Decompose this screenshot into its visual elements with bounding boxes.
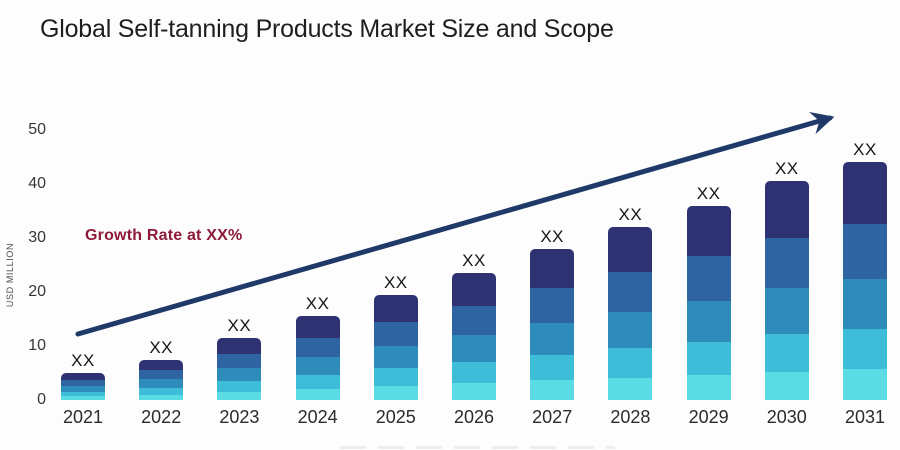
bar-2025-segment-3 (373, 346, 418, 369)
y-tick-50: 50 (28, 121, 46, 138)
bar-2031-segment-5 (843, 369, 887, 400)
bar-2028-segment-2 (608, 272, 653, 312)
bar-2021-segment-3 (61, 386, 105, 392)
bar-value-label-2028: XX (618, 205, 643, 225)
bar-2027-segment-5 (530, 380, 575, 400)
bar-2021-segment-2 (61, 380, 105, 387)
bar-2029-segment-4 (686, 341, 731, 375)
bar-2030-segment-2 (764, 238, 809, 289)
bar-2026-segment-2 (452, 306, 496, 336)
x-tick-2029: 2029 (688, 407, 729, 427)
bar-2023-segment-3 (217, 368, 262, 382)
y-tick-10: 10 (28, 337, 46, 354)
bar-value-label-2029: XX (696, 183, 721, 203)
x-tick-2024: 2024 (297, 407, 338, 427)
stacked-bar-2021 (61, 373, 105, 400)
bar-2026-segment-4 (452, 361, 496, 384)
bar-value-label-2031: XX (853, 140, 877, 160)
stacked-bar-2030 (764, 181, 809, 400)
bar-2031-segment-2 (843, 224, 887, 279)
stacked-bar-2028 (608, 227, 653, 400)
x-tick-2026: 2026 (453, 407, 495, 427)
bar-2023-segment-4 (217, 381, 262, 392)
y-tick-30: 30 (28, 229, 46, 246)
bar-2025-segment-4 (373, 368, 418, 387)
y-tick-20: 20 (28, 283, 46, 300)
bar-2029-segment-5 (686, 374, 731, 400)
x-tick-2023: 2023 (219, 407, 260, 427)
bar-2024-segment-2 (295, 338, 340, 358)
bar-2023-segment-1 (217, 337, 262, 355)
bar-2028-segment-3 (608, 311, 653, 349)
bar-value-label-2026: XX (462, 251, 486, 271)
y-tick-40: 40 (28, 175, 46, 192)
bar-2029-segment-2 (686, 256, 731, 301)
x-tick-2025: 2025 (375, 407, 416, 427)
bar-2027-segment-3 (530, 322, 575, 355)
bar-2024-segment-4 (295, 374, 340, 390)
bar-2027-segment-4 (530, 354, 575, 381)
bar-2028-segment-4 (608, 348, 653, 378)
bar-2021-segment-1 (61, 373, 105, 381)
bar-value-label-2021: XX (71, 351, 95, 370)
stacked-bar-2023 (217, 337, 262, 400)
bar-value-label-2027: XX (540, 226, 565, 246)
bar-2025-segment-2 (373, 322, 418, 347)
stacked-bar-2024 (295, 316, 340, 400)
bar-2022-segment-1 (139, 359, 184, 371)
bar-value-label-2025: XX (383, 272, 408, 292)
bar-2022-segment-5 (139, 394, 184, 400)
bar-2022-segment-2 (139, 370, 184, 380)
bar-2029-segment-1 (686, 205, 731, 257)
x-tick-2027: 2027 (532, 407, 573, 427)
bar-2030-segment-4 (764, 334, 809, 372)
stacked-bar-2027 (530, 248, 575, 400)
x-tick-2022: 2022 (141, 407, 182, 427)
bar-2024-segment-3 (295, 357, 340, 375)
stacked-bar-2022 (139, 359, 184, 401)
bar-2027-segment-1 (530, 248, 575, 289)
bar-2026-segment-1 (452, 273, 496, 307)
bar-2022-segment-3 (139, 379, 184, 388)
bar-2022-segment-4 (139, 387, 184, 395)
bar-2030-segment-5 (764, 371, 809, 400)
chart-title: Global Self-tanning Products Market Size… (40, 15, 614, 43)
y-tick-0: 0 (37, 391, 46, 408)
bar-2024-segment-1 (295, 316, 340, 339)
bar-value-label-2022: XX (149, 337, 174, 357)
bar-value-label-2023: XX (227, 315, 252, 335)
bar-2030-segment-1 (764, 181, 809, 239)
x-tick-2031: 2031 (844, 407, 886, 427)
bar-2026-segment-5 (452, 383, 496, 400)
x-tick-2021: 2021 (62, 407, 104, 427)
bar-2024-segment-5 (295, 389, 340, 400)
cropped-legend-remnant (340, 446, 615, 449)
x-tick-2028: 2028 (610, 407, 651, 427)
bar-2021-segment-5 (61, 396, 105, 400)
bar-value-label-2030: XX (774, 159, 799, 179)
bar-2023-segment-5 (217, 391, 262, 400)
bar-2027-segment-2 (530, 288, 575, 323)
bar-2030-segment-3 (764, 288, 809, 335)
stacked-bar-2026 (452, 273, 496, 400)
bar-2023-segment-2 (217, 354, 262, 369)
bar-value-label-2024: XX (305, 294, 330, 314)
growth-rate-annotation: Growth Rate at XX% (85, 227, 243, 244)
bar-2025-segment-5 (373, 386, 418, 400)
bar-2029-segment-3 (686, 300, 731, 342)
bar-2031-segment-3 (843, 278, 887, 329)
bar-2028-segment-1 (608, 227, 653, 273)
bar-2025-segment-1 (373, 294, 418, 323)
bar-2021-segment-4 (61, 391, 105, 397)
stacked-bar-2025 (373, 294, 418, 400)
bar-2026-segment-3 (452, 335, 496, 362)
stacked-bar-2029 (686, 205, 731, 400)
bar-2031-segment-1 (843, 162, 887, 225)
stacked-bar-2031 (843, 162, 887, 400)
bar-2031-segment-4 (843, 328, 887, 370)
bar-2028-segment-5 (608, 377, 653, 400)
x-tick-2030: 2030 (766, 407, 807, 427)
